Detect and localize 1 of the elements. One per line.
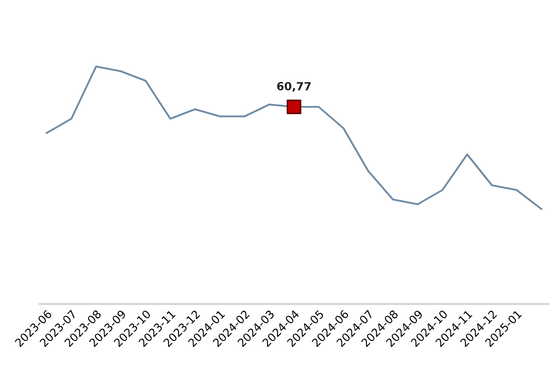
annotation: 60,77 bbox=[277, 82, 311, 92]
